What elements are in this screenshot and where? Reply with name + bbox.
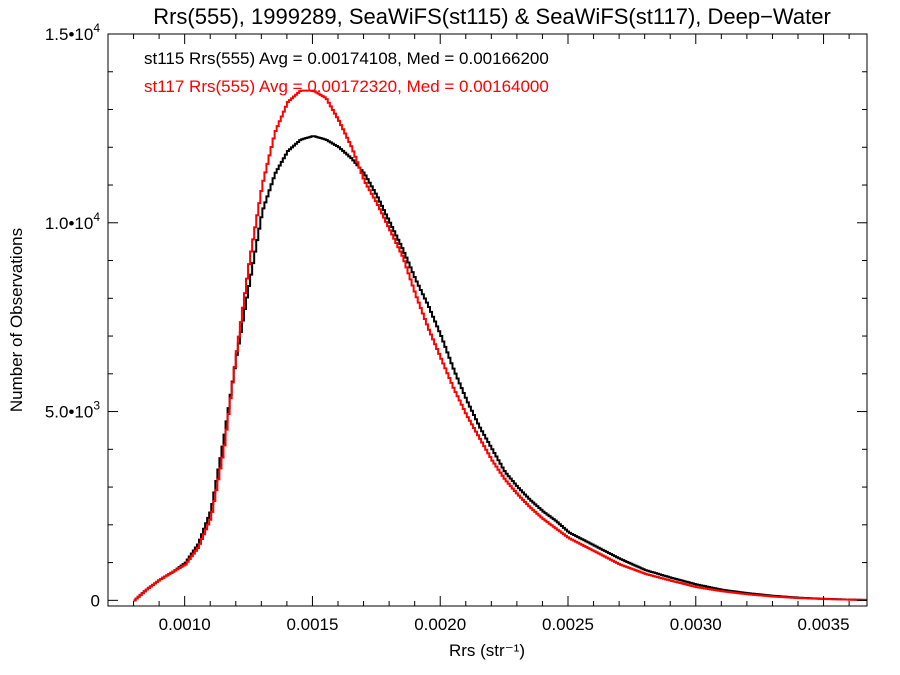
x-tick-label: 0.0020 bbox=[414, 615, 466, 634]
plot-frame bbox=[107, 33, 868, 607]
series-line-1 bbox=[133, 89, 867, 602]
x-tick-label: 0.0015 bbox=[286, 615, 338, 634]
y-tick-label: 0 bbox=[91, 591, 100, 610]
x-tick-label: 0.0030 bbox=[670, 615, 722, 634]
y-tick-label: 1.0•104 bbox=[45, 210, 101, 233]
annotation-st117: st117 Rrs(555) Avg = 0.00172320, Med = 0… bbox=[144, 77, 549, 96]
x-axis: 0.0010 0.0015 0.0020 0.0025 0.0030 0.0035 bbox=[133, 34, 850, 634]
series-line-0 bbox=[133, 135, 867, 602]
chart-title: Rrs(555), 1999289, SeaWiFS(st115) & SeaW… bbox=[153, 4, 831, 29]
series-group bbox=[133, 89, 867, 602]
x-axis-label: Rrs (str⁻¹) bbox=[449, 641, 525, 660]
y-tick-label: 5.0•103 bbox=[45, 399, 101, 422]
annotation-st115: st115 Rrs(555) Avg = 0.00174108, Med = 0… bbox=[144, 49, 549, 68]
y-axis-label: Number of Observations bbox=[7, 228, 26, 412]
y-axis: 0 5.0•103 1.0•104 1.5•104 bbox=[45, 21, 867, 610]
x-tick-label: 0.0035 bbox=[798, 615, 850, 634]
x-tick-label: 0.0025 bbox=[542, 615, 594, 634]
y-tick-label: 1.5•104 bbox=[45, 21, 101, 44]
x-tick-label: 0.0010 bbox=[159, 615, 211, 634]
